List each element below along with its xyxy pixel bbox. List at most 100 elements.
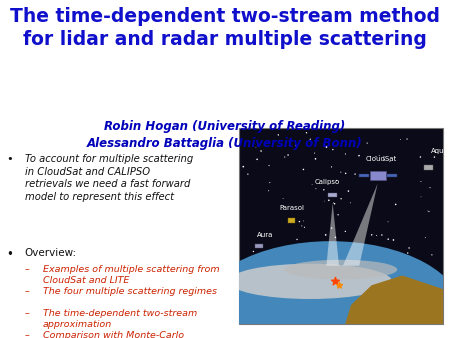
Ellipse shape xyxy=(228,264,392,299)
Text: –: – xyxy=(25,287,30,296)
Point xyxy=(418,194,425,199)
FancyBboxPatch shape xyxy=(328,193,337,197)
Point xyxy=(342,151,349,157)
Point xyxy=(292,143,299,148)
Point xyxy=(364,140,371,146)
Ellipse shape xyxy=(284,260,397,280)
Point xyxy=(338,196,345,201)
FancyBboxPatch shape xyxy=(359,174,369,177)
Point xyxy=(392,202,399,207)
Point xyxy=(300,218,307,224)
Point xyxy=(306,137,314,142)
Point xyxy=(329,147,337,152)
Point xyxy=(254,233,261,238)
Text: The four multiple scattering regimes: The four multiple scattering regimes xyxy=(43,287,217,296)
Point xyxy=(296,219,303,224)
Point xyxy=(312,156,319,162)
Point xyxy=(250,249,257,254)
Point xyxy=(300,167,307,172)
Point xyxy=(293,237,301,242)
Point xyxy=(309,182,316,187)
Point xyxy=(298,223,306,228)
Point xyxy=(381,157,388,163)
Text: Parasol: Parasol xyxy=(279,205,305,211)
Polygon shape xyxy=(345,275,443,324)
Point xyxy=(422,235,429,240)
Point xyxy=(417,179,424,184)
Text: Aura: Aura xyxy=(257,232,273,238)
Point xyxy=(331,279,338,284)
Text: To account for multiple scattering
in CloudSat and CALIPSO
retrievals we need a : To account for multiple scattering in Cl… xyxy=(25,154,193,202)
Point xyxy=(332,235,339,240)
Point xyxy=(320,187,328,193)
Point xyxy=(373,233,380,238)
Point xyxy=(257,148,265,154)
Point xyxy=(342,171,349,176)
Point xyxy=(384,219,392,224)
Point xyxy=(417,154,424,160)
Point xyxy=(328,164,335,170)
Point xyxy=(357,245,364,250)
Point xyxy=(427,185,434,190)
Point xyxy=(336,282,343,287)
Text: CloudSat: CloudSat xyxy=(365,156,397,162)
Text: –: – xyxy=(25,309,30,318)
Point xyxy=(322,232,329,238)
Text: Robin Hogan (University of Reading)
Alessandro Battaglia (University of Bonn): Robin Hogan (University of Reading) Ales… xyxy=(87,120,363,150)
FancyBboxPatch shape xyxy=(387,174,396,177)
Point xyxy=(424,208,432,214)
Text: –: – xyxy=(25,331,30,338)
Text: Comparison with Monte-Carlo
calculations for radar and lidar: Comparison with Monte-Carlo calculations… xyxy=(43,331,189,338)
Point xyxy=(240,164,247,169)
Point xyxy=(385,237,392,242)
Point xyxy=(266,163,273,168)
Point xyxy=(356,153,363,159)
Point xyxy=(376,153,383,159)
Point xyxy=(404,250,411,256)
Point xyxy=(330,200,337,206)
Point xyxy=(279,196,287,201)
Text: The time-dependent two-stream
approximation: The time-dependent two-stream approximat… xyxy=(43,309,197,329)
Point xyxy=(428,252,436,258)
Point xyxy=(431,154,438,160)
Point xyxy=(323,144,330,150)
Point xyxy=(325,198,333,203)
Point xyxy=(370,252,378,258)
Polygon shape xyxy=(326,203,339,266)
Point xyxy=(380,249,387,255)
Text: Examples of multiple scattering from
CloudSat and LITE: Examples of multiple scattering from Clo… xyxy=(43,265,220,285)
Text: •: • xyxy=(7,248,14,261)
Point xyxy=(347,200,354,206)
Point xyxy=(333,178,340,183)
Point xyxy=(281,154,288,160)
Point xyxy=(244,171,252,177)
FancyBboxPatch shape xyxy=(424,165,433,170)
Point xyxy=(351,171,359,177)
FancyBboxPatch shape xyxy=(238,128,443,324)
Point xyxy=(335,246,342,252)
Point xyxy=(331,201,338,207)
Point xyxy=(368,232,375,238)
Point xyxy=(390,237,397,243)
Point xyxy=(342,229,349,234)
Point xyxy=(274,132,282,138)
Point xyxy=(301,224,308,230)
Point xyxy=(303,130,310,136)
Point xyxy=(378,232,386,238)
Point xyxy=(397,137,404,142)
Point xyxy=(372,154,379,159)
Text: •: • xyxy=(7,154,14,164)
Point xyxy=(311,150,318,156)
Point xyxy=(266,180,274,185)
Point xyxy=(284,152,292,158)
Text: Overview:: Overview: xyxy=(25,248,77,259)
Point xyxy=(312,186,319,191)
Text: The time-dependent two-stream method
for lidar and radar multiple scattering: The time-dependent two-stream method for… xyxy=(10,7,440,49)
Point xyxy=(314,248,321,254)
FancyBboxPatch shape xyxy=(288,218,295,223)
Text: Aqua: Aqua xyxy=(431,148,449,154)
Point xyxy=(285,248,292,253)
Point xyxy=(405,245,413,251)
Point xyxy=(403,136,410,142)
Point xyxy=(337,169,344,175)
